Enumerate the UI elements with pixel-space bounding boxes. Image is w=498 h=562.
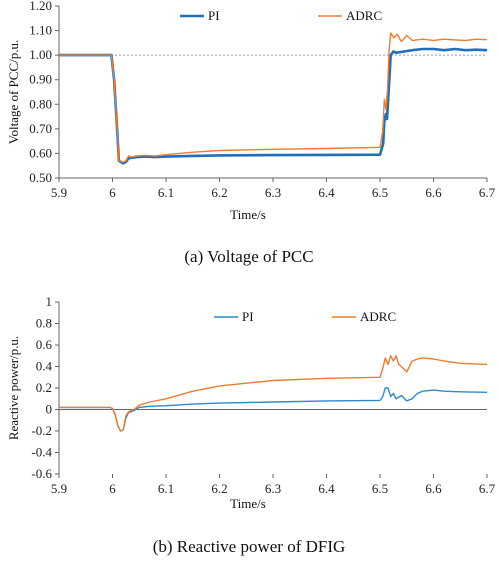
chart-a-x-tick-label: 6.5	[372, 185, 388, 200]
chart-b-series-line-adrc	[59, 355, 488, 432]
chart-b-y-tick-label: 0.8	[36, 316, 52, 331]
chart-a-y-tick-label: 1.10	[29, 23, 52, 38]
chart-b-y-tick-label: 0.2	[36, 380, 52, 395]
chart-b-x-axis-label: Time/s	[230, 496, 266, 511]
chart-a-y-tick-label: 1.00	[29, 47, 52, 62]
chart-a-x-tick-label: 6.3	[265, 185, 281, 200]
chart-b-x-tick-label: 6.3	[265, 481, 281, 496]
chart-b-legend: PI ADRC	[214, 309, 396, 324]
chart-a-voltage: 0.50 0.60 0.70 0.80 0.90 1.00 1.10 1.20 5.9 6 6.1…	[6, 0, 496, 266]
chart-a-x-tick-label: 6	[109, 185, 116, 200]
chart-a-x-axis-label: Time/s	[230, 207, 266, 222]
chart-b-x-tick-label: 6.2	[211, 481, 227, 496]
chart-b-x-tick-label: 6.5	[372, 481, 388, 496]
chart-a-y-ticks: 0.50 0.60 0.70 0.80 0.90 1.00 1.10 1.20	[29, 0, 59, 185]
chart-a-x-tick-label: 5.9	[51, 185, 67, 200]
chart-a-caption: (a) Voltage of PCC	[184, 247, 313, 266]
chart-a-legend-label-adrc: ADRC	[346, 8, 382, 23]
chart-b-reactive-power: -0.6 -0.4 -0.2 0 0.2 0.4 0.6 0.8 1 5.9 6 6.1 6.2 6.3…	[6, 294, 496, 556]
chart-b-x-ticks: 5.9 6 6.1 6.2 6.3 6.4 6.5 6.6 6.7	[51, 474, 496, 496]
chart-a-y-tick-label: 0.90	[29, 72, 52, 87]
chart-a-y-tick-label: 0.70	[29, 121, 52, 136]
chart-b-legend-label-adrc: ADRC	[360, 309, 396, 324]
chart-b-x-tick-label: 6.1	[158, 481, 174, 496]
chart-a-x-tick-label: 6.7	[479, 185, 496, 200]
chart-a-x-ticks: 5.9 6 6.1 6.2 6.3 6.4 6.5 6.6 6.7	[51, 178, 496, 200]
chart-a-series-line-adrc	[59, 32, 488, 163]
chart-b-x-tick-label: 6.7	[479, 481, 496, 496]
chart-b-x-tick-label: 5.9	[51, 481, 67, 496]
chart-a-legend-label-pi: PI	[208, 8, 220, 23]
chart-a-y-axis-label: Voltage of PCC/p.u.	[6, 40, 21, 145]
chart-b-legend-label-pi: PI	[242, 309, 254, 324]
chart-a-x-tick-label: 6.4	[318, 185, 335, 200]
chart-b-y-tick-label: -0.4	[31, 445, 52, 460]
chart-b-y-tick-label: 1	[46, 294, 53, 309]
chart-a-series-line-pi	[59, 47, 488, 165]
chart-b-y-axis-label: Reactive power/p.u.	[6, 336, 21, 440]
chart-a-y-tick-label: 1.20	[29, 0, 52, 13]
chart-b-caption: (b) Reactive power of DFIG	[153, 537, 346, 556]
chart-a-x-tick-label: 6.1	[158, 185, 174, 200]
chart-b-x-tick-label: 6.6	[425, 481, 442, 496]
chart-a-y-tick-label: 0.80	[29, 96, 52, 111]
chart-a-y-tick-label: 0.60	[29, 145, 52, 160]
chart-b-y-tick-label: 0	[46, 402, 53, 417]
chart-b-y-ticks: -0.6 -0.4 -0.2 0 0.2 0.4 0.6 0.8 1	[31, 294, 59, 481]
chart-b-y-tick-label: -0.6	[31, 466, 52, 481]
chart-a-plot-area	[58, 6, 488, 179]
chart-b-x-tick-label: 6	[109, 481, 116, 496]
chart-b-plot-area	[58, 302, 488, 474]
chart-b-y-tick-label: -0.2	[31, 423, 52, 438]
chart-b-x-tick-label: 6.4	[318, 481, 335, 496]
chart-a-x-tick-label: 6.6	[425, 185, 442, 200]
chart-a-y-tick-label: 0.50	[29, 170, 52, 185]
chart-b-y-tick-label: 0.4	[36, 359, 53, 374]
chart-a-x-tick-label: 6.2	[211, 185, 227, 200]
chart-b-y-tick-label: 0.6	[36, 337, 53, 352]
chart-a-legend: PI ADRC	[180, 8, 382, 23]
